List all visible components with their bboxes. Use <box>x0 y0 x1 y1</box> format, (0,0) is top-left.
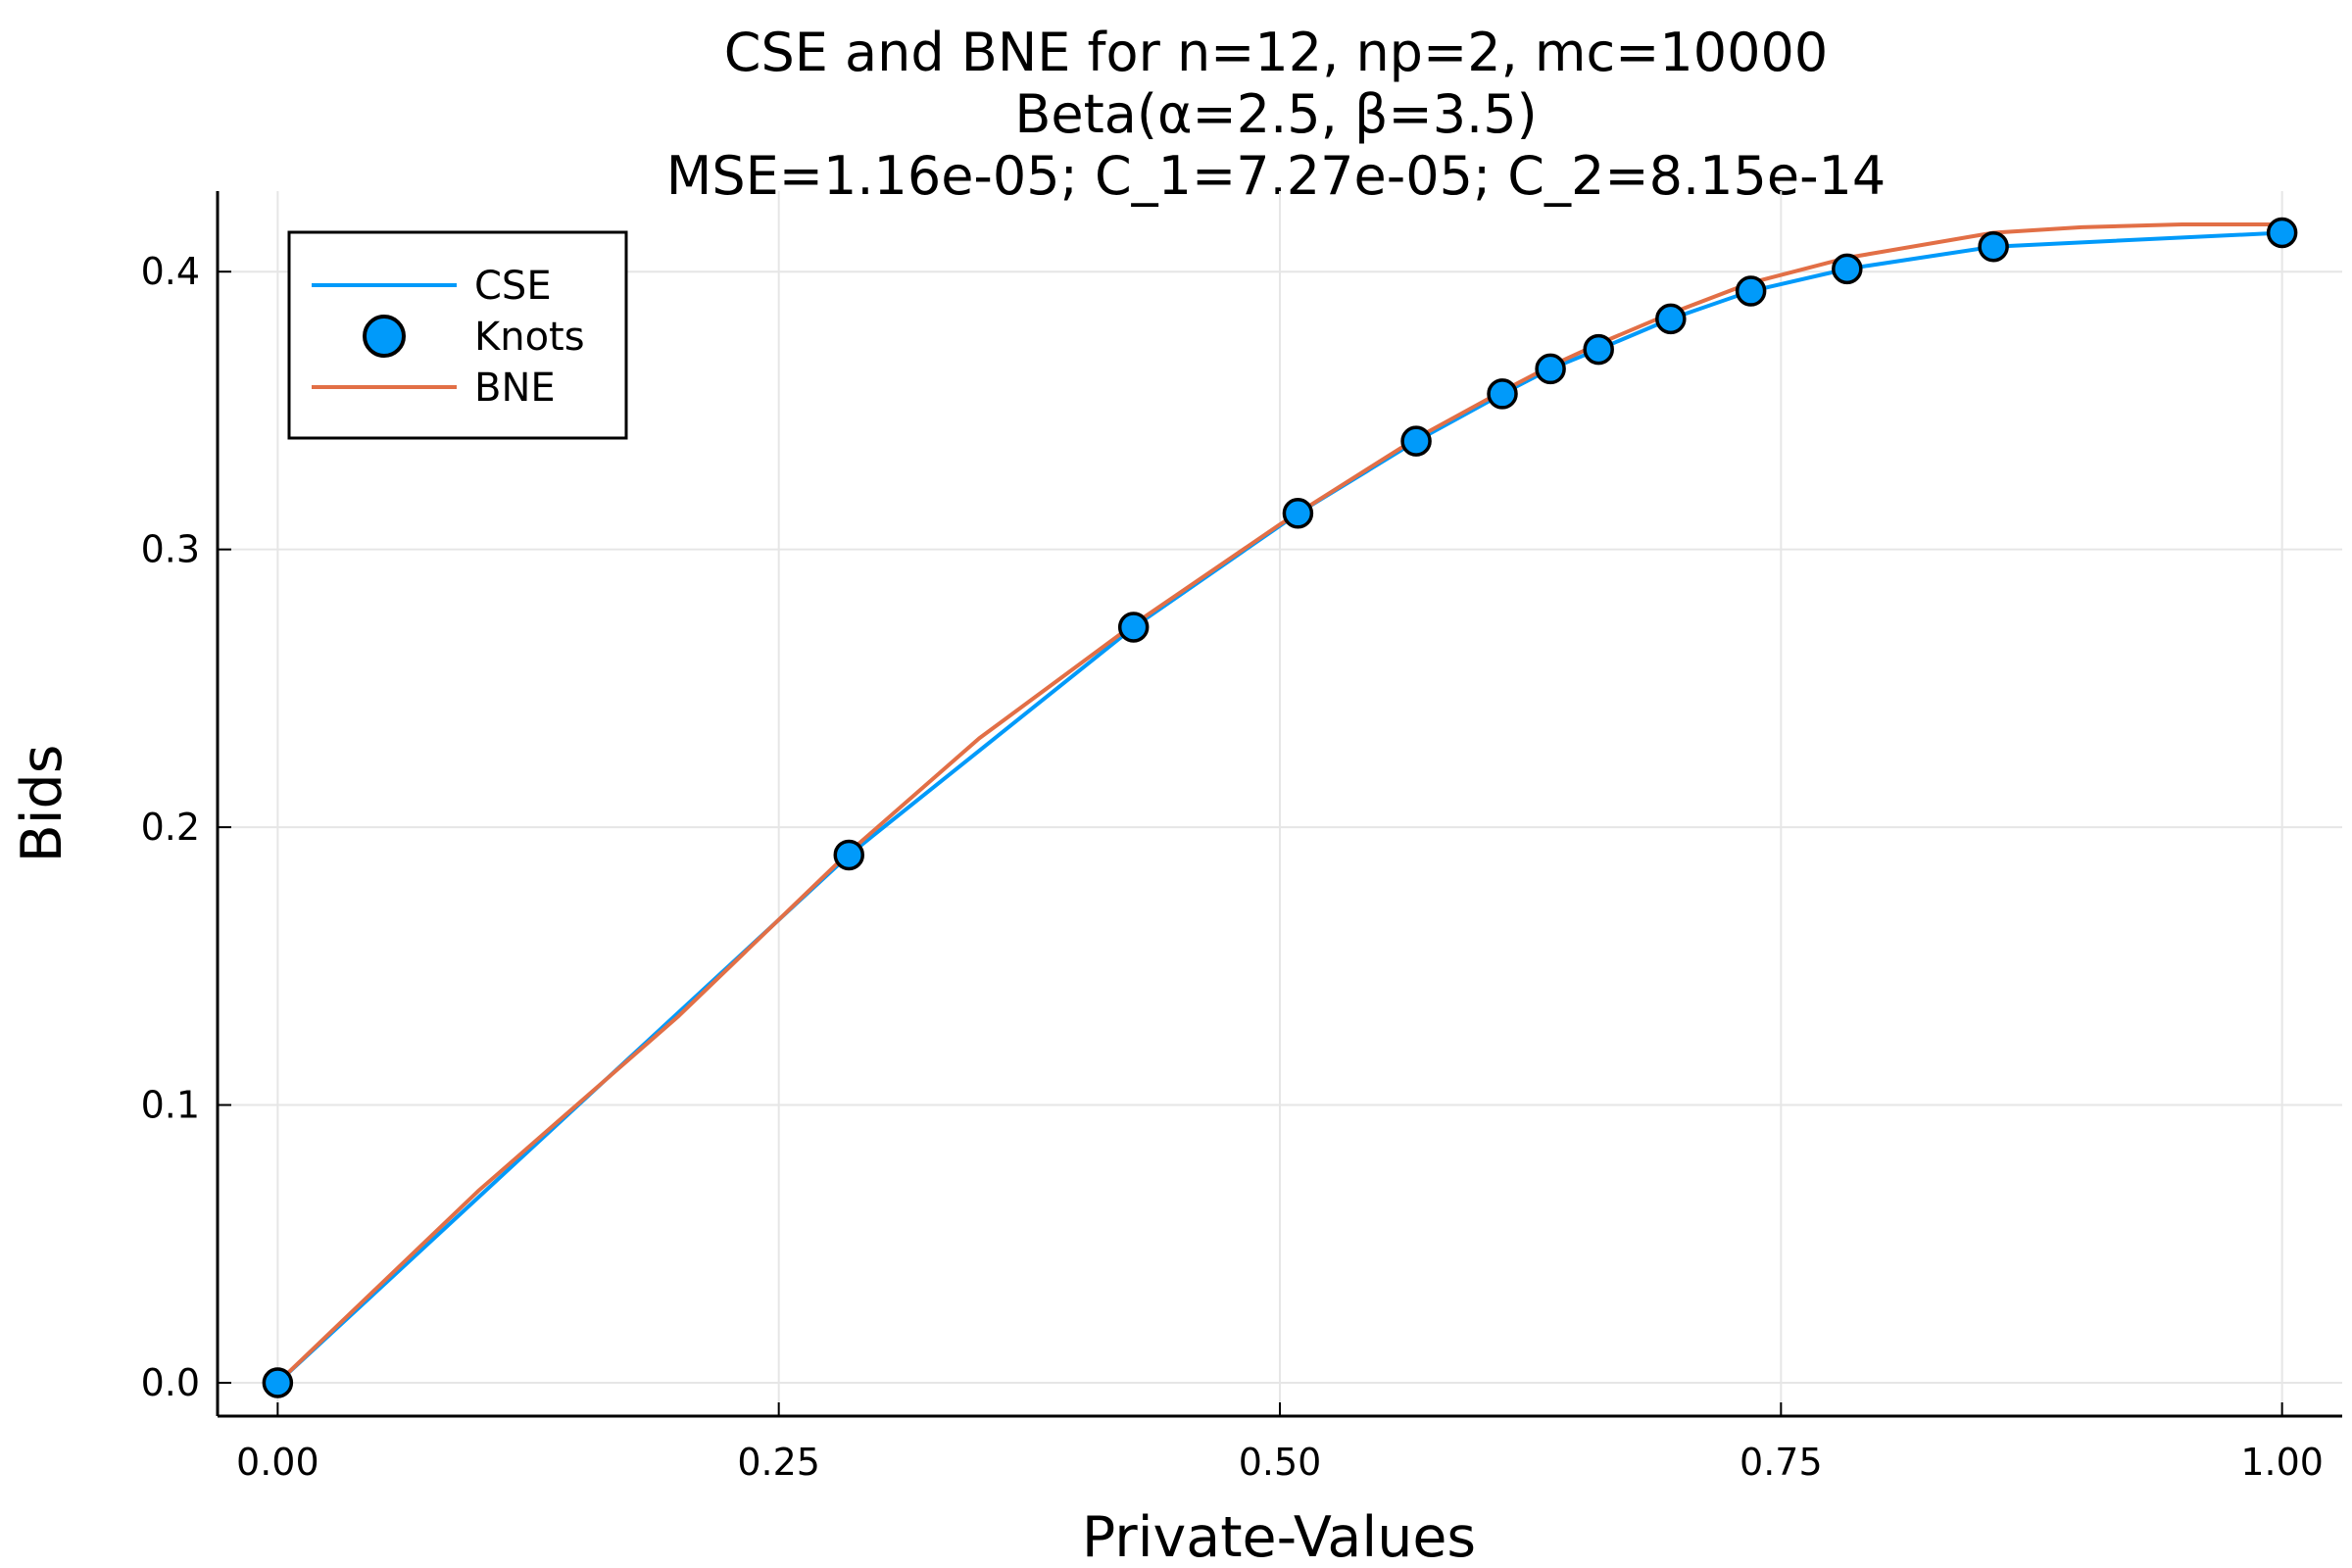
y-tick-label: 0.1 <box>141 1084 200 1127</box>
knot-point <box>1487 378 1518 410</box>
knot-point <box>1735 275 1767 307</box>
knot-point <box>833 839 865 871</box>
knot-point <box>1400 425 1432 457</box>
x-tick-label: 1.00 <box>2240 1441 2324 1484</box>
knot-point <box>262 1367 294 1398</box>
knot-point <box>1655 303 1687 335</box>
knot-point <box>1832 253 1863 285</box>
y-tick-label: 0.3 <box>141 528 200 571</box>
chart-title: CSE and BNE for n=12, np=2, mc=10000 Bet… <box>666 22 1886 207</box>
legend-knots-marker <box>363 315 406 358</box>
legend-box <box>287 230 628 440</box>
tick-labels: 0.00 0.25 0.50 0.75 1.00 0.0 0.1 0.2 0.3 0.4 <box>141 250 2324 1484</box>
knot-point <box>1535 353 1566 385</box>
x-tick-label: 0.50 <box>1239 1441 1322 1484</box>
knot-point <box>2266 217 2298 249</box>
x-tick-label: 0.75 <box>1740 1441 1823 1484</box>
knot-point <box>1117 612 1150 643</box>
bne-series-line <box>275 222 2284 1385</box>
legend: CSE Knots BNE <box>287 230 628 440</box>
legend-cse-label: CSE <box>474 264 552 309</box>
y-tick-label: 0.0 <box>141 1361 200 1404</box>
y-tick-label: 0.4 <box>141 250 200 293</box>
knot-point <box>1583 333 1614 366</box>
legend-knots-label: Knots <box>474 315 585 360</box>
x-axis-label: Private-Values <box>1082 1505 1476 1568</box>
y-tick-label: 0.2 <box>141 806 200 849</box>
x-tick-label: 0.00 <box>236 1441 319 1484</box>
grid <box>218 191 2342 1416</box>
x-tick-label: 0.25 <box>737 1441 820 1484</box>
title-line-1: CSE and BNE for n=12, np=2, mc=10000 <box>724 22 1828 83</box>
knot-point <box>1978 230 2009 263</box>
plot-series <box>262 217 2298 1398</box>
title-line-2: Beta(α=2.5, β=3.5) <box>1014 83 1537 145</box>
title-line-3: MSE=1.16e-05; C_1=7.27e-05; C_2=8.15e-14 <box>666 145 1886 207</box>
knot-point <box>1282 498 1314 529</box>
legend-bne-label: BNE <box>474 366 556 411</box>
y-axis-label: Bids <box>10 745 74 863</box>
